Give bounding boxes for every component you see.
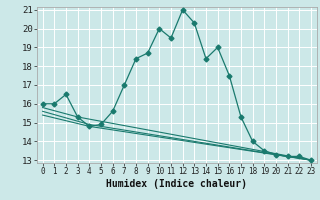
X-axis label: Humidex (Indice chaleur): Humidex (Indice chaleur) [106,179,247,189]
